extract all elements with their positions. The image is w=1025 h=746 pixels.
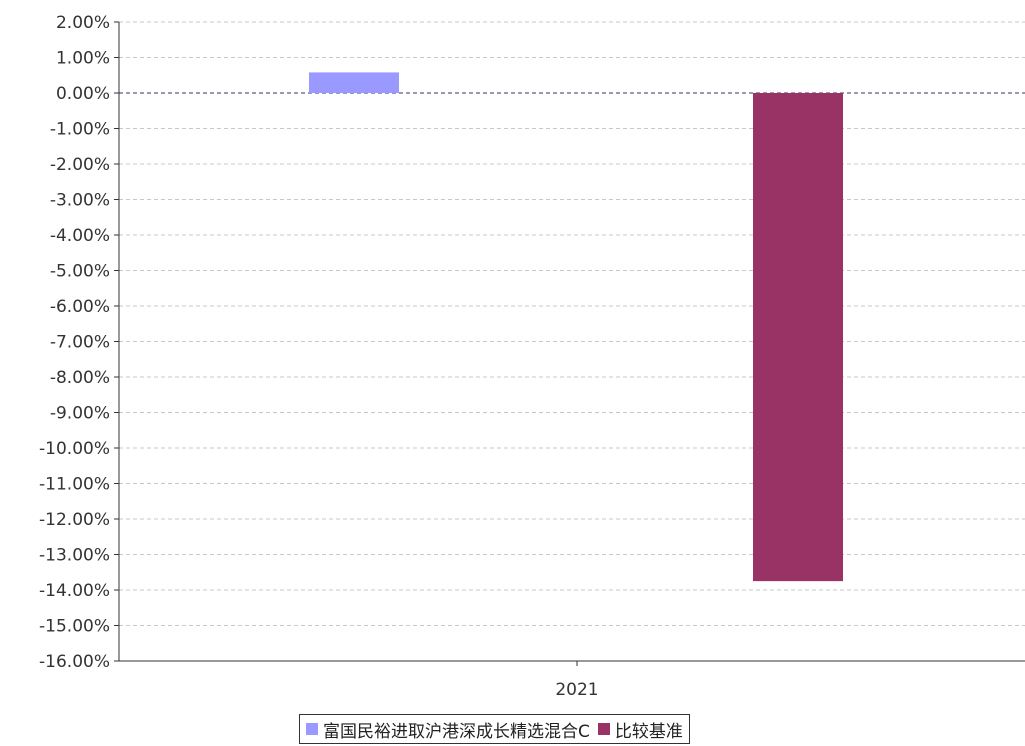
y-tick-label: -5.00%: [50, 262, 110, 282]
y-tick-label: 0.00%: [56, 84, 110, 104]
y-tick-label: -14.00%: [39, 581, 110, 601]
y-tick-label: -16.00%: [39, 652, 110, 672]
y-tick-label: -12.00%: [39, 510, 110, 530]
y-tick-labels: 2.00% 1.00% 0.00% -1.00% -2.00% -3.00% -4.00% -…: [39, 13, 119, 672]
y-tick-label: -13.00%: [39, 546, 110, 566]
y-tick-label: 1.00%: [56, 49, 110, 69]
legend-label-benchmark: 比较基准: [614, 721, 683, 742]
grid-lines: [119, 21, 1025, 626]
bars: [309, 72, 843, 582]
y-tick-label: -2.00%: [50, 155, 110, 175]
legend-item-benchmark: 比较基准: [597, 717, 683, 742]
bar-fund-2021: [309, 72, 399, 93]
y-tick-label: -6.00%: [50, 297, 110, 317]
legend-swatch-benchmark: [597, 723, 610, 735]
y-tick-label: -1.00%: [50, 120, 110, 140]
y-tick-label: 2.00%: [56, 13, 110, 33]
bar-benchmark-2021: [753, 93, 843, 582]
y-tick-label: -8.00%: [50, 368, 110, 388]
legend: 富国民裕进取沪港深成长精选混合C 比较基准: [299, 714, 690, 744]
x-tick-labels: 2021: [555, 661, 599, 700]
y-tick-label: -7.00%: [50, 333, 110, 353]
legend-item-fund: 富国民裕进取沪港深成长精选混合C: [306, 717, 590, 742]
y-tick-label: -10.00%: [39, 439, 110, 459]
bar-chart: 2.00% 1.00% 0.00% -1.00% -2.00% -3.00% -4.00% -…: [39, 13, 1025, 700]
legend-swatch-fund: [306, 723, 318, 735]
y-tick-label: -4.00%: [50, 226, 110, 246]
x-tick-label-2021: 2021: [555, 680, 598, 700]
y-tick-label: -15.00%: [39, 617, 110, 637]
y-tick-label: -9.00%: [50, 404, 110, 424]
y-tick-label: -11.00%: [39, 475, 110, 495]
legend-label-fund: 富国民裕进取沪港深成长精选混合C: [323, 721, 590, 742]
y-tick-label: -3.00%: [50, 191, 110, 211]
